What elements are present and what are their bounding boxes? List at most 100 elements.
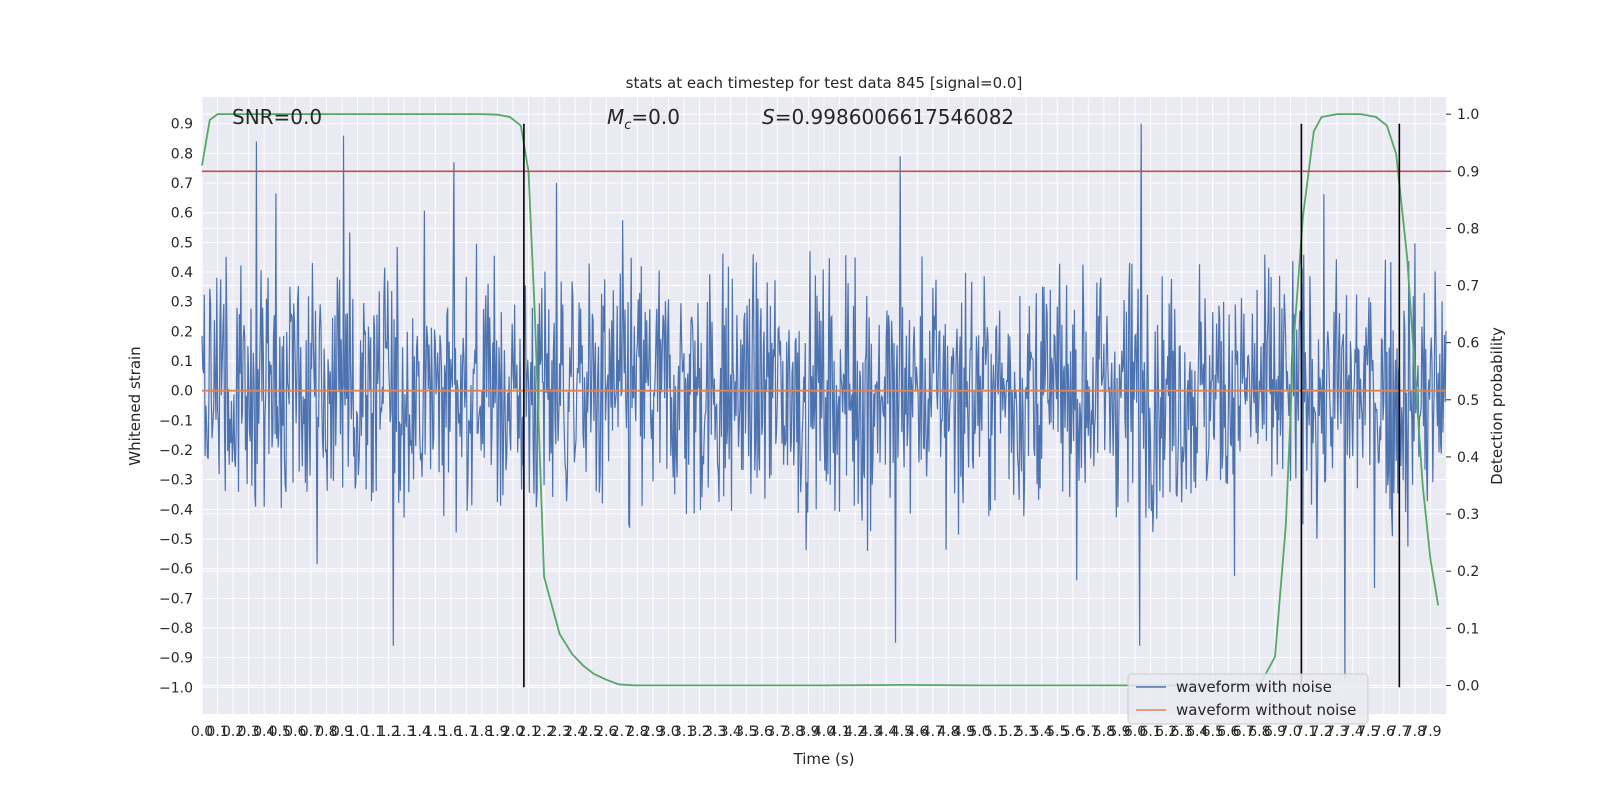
x-tick-label: 7.5: [1357, 724, 1379, 740]
x-tick-label: 6.5: [1202, 724, 1224, 740]
series-detection-probability: [201, 113, 1440, 687]
y-tick-label-left: −0.5: [159, 532, 193, 548]
y-tick-label-left: −0.9: [159, 651, 193, 667]
y-tick-label-left: 0.0: [171, 384, 193, 400]
series-waveform-with-noise: [201, 123, 1447, 679]
s-symbol: S: [762, 105, 775, 129]
x-tick-label: 3.5: [735, 724, 757, 740]
x-tick-label: 2.7: [611, 724, 633, 740]
x-tick-label: 0.7: [300, 724, 322, 740]
x-tick-label: 4.1: [828, 724, 850, 740]
y-tick-labels-left: −1.0 −0.9 −0.8 −0.7 −0.6 −0.5 −0.4 −0.3 −0.2 −0.1…: [159, 117, 193, 697]
x-tick-label: 2.5: [580, 724, 602, 740]
y-tick-label-left: 0.4: [171, 265, 193, 281]
x-tick-label: 3.2: [688, 724, 710, 740]
x-tick-label: 4.3: [860, 724, 882, 740]
x-axis-label: Time (s): [793, 750, 855, 768]
x-tick-label: 2.6: [595, 724, 617, 740]
y-tick-label-left: −0.4: [159, 502, 193, 518]
x-tick-label: 0.2: [222, 724, 244, 740]
x-tick-label: 2.9: [642, 724, 664, 740]
x-tick-label: 2.0: [502, 724, 524, 740]
legend: waveform with noise waveform without noi…: [1127, 673, 1369, 725]
x-tick-label: 7.1: [1295, 724, 1317, 740]
legend-box: [1127, 673, 1369, 725]
legend-label-noise: waveform with noise: [1176, 678, 1332, 696]
x-tick-label: 1.2: [377, 724, 399, 740]
y-tick-label-right: 0.0: [1457, 678, 1479, 694]
x-tick-label: 1.7: [455, 724, 477, 740]
x-tick-label: 5.9: [1108, 724, 1130, 740]
x-tick-label: 5.6: [1062, 724, 1084, 740]
y-tick-label-left: −0.2: [159, 443, 193, 459]
y-tick-label-left: −0.1: [159, 413, 193, 429]
x-tick-label: 6.8: [1248, 724, 1270, 740]
x-tick-label: 3.4: [720, 724, 742, 740]
s-annotation: S=0.9986006617546082: [762, 105, 1014, 129]
x-tick-label: 0.1: [206, 724, 228, 740]
x-tick-label: 7.7: [1388, 724, 1410, 740]
x-tick-label: 2.8: [626, 724, 648, 740]
chirp-mass-subscript: c: [624, 118, 631, 133]
y-tick-label-left: 0.1: [171, 354, 193, 370]
x-tick-label: 5.3: [1015, 724, 1037, 740]
y-tick-label-left: 0.5: [171, 235, 193, 251]
x-tick-label: 6.2: [1155, 724, 1177, 740]
x-tick-label: 2.3: [549, 724, 571, 740]
x-tick-label: 1.6: [440, 724, 462, 740]
x-tick-label: 4.2: [844, 724, 866, 740]
x-tick-label: 5.7: [1077, 724, 1099, 740]
chirp-mass-symbol: M: [607, 105, 624, 129]
x-tick-label: 6.1: [1139, 724, 1161, 740]
x-tick-label: 1.5: [424, 724, 446, 740]
vertical-markers: [523, 123, 1401, 688]
x-tick-label: 2.2: [533, 724, 555, 740]
y-tick-label-left: 0.2: [171, 324, 193, 340]
x-tick-label: 0.4: [253, 724, 275, 740]
y-tick-label-right: 1.0: [1457, 107, 1479, 123]
x-tick-label: 1.0: [346, 724, 368, 740]
x-tick-label: 5.2: [999, 724, 1021, 740]
x-tick-label: 0.6: [284, 724, 306, 740]
x-tick-label: 7.8: [1404, 724, 1426, 740]
x-tick-label: 6.9: [1264, 724, 1286, 740]
x-tick-label: 0.5: [269, 724, 291, 740]
x-tick-label: 6.7: [1233, 724, 1255, 740]
x-tick-label: 6.3: [1171, 724, 1193, 740]
y-tick-label-left: 0.9: [171, 117, 193, 133]
x-tick-label: 5.1: [984, 724, 1006, 740]
detection-probability-line: [201, 113, 1440, 687]
x-tick-label: 7.0: [1279, 724, 1301, 740]
x-tick-label: 7.2: [1310, 724, 1332, 740]
y-tick-label-right: 0.7: [1457, 279, 1479, 295]
y-tick-label-left: 0.6: [171, 206, 193, 222]
x-tick-label: 3.8: [782, 724, 804, 740]
x-tick-label: 0.9: [331, 724, 353, 740]
x-tick-label: 4.9: [953, 724, 975, 740]
y-tick-label-right: 0.8: [1457, 221, 1479, 237]
x-tick-label: 1.8: [471, 724, 493, 740]
x-tick-label: 4.0: [813, 724, 835, 740]
x-tick-label: 6.4: [1186, 724, 1208, 740]
y-tick-label-left: −0.6: [159, 562, 193, 578]
y-tick-label-left: −0.8: [159, 621, 193, 637]
x-tick-label: 1.1: [362, 724, 384, 740]
snr-annotation: SNR=0.0: [232, 105, 322, 129]
y-axis-label-left: Whitened strain: [126, 346, 144, 465]
x-tick-label: 5.0: [968, 724, 990, 740]
x-tick-label: 7.6: [1373, 724, 1395, 740]
y-tick-label-left: 0.8: [171, 146, 193, 162]
y-tick-label-right: 0.2: [1457, 564, 1479, 580]
y-tick-label-right: 0.9: [1457, 164, 1479, 180]
y-tick-label-right: 0.3: [1457, 507, 1479, 523]
noise-waveform-line: [201, 123, 1447, 679]
y-tick-label-right: 0.1: [1457, 621, 1479, 637]
y-tick-label-right: 0.6: [1457, 336, 1479, 352]
chart-title: stats at each timestep for test data 845…: [626, 74, 1023, 92]
y-tick-label-left: −1.0: [159, 680, 193, 696]
x-tick-label: 2.1: [517, 724, 539, 740]
x-tick-label: 7.3: [1326, 724, 1348, 740]
y-tick-label-left: 0.3: [171, 295, 193, 311]
x-tick-label: 3.1: [673, 724, 695, 740]
